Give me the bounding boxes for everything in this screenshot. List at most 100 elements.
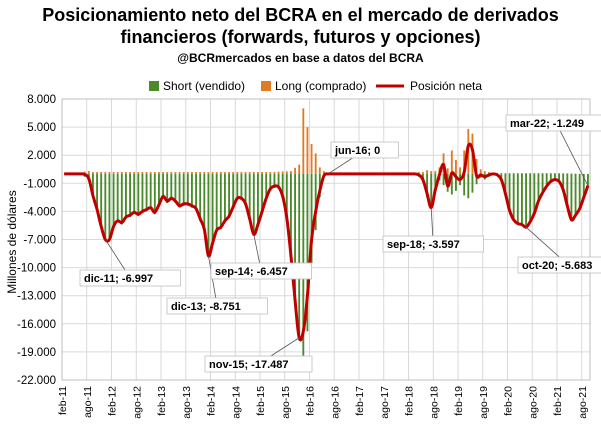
long-bar (562, 173, 565, 174)
x-tick-label: ago-17 (379, 386, 391, 419)
y-tick-label: -22.000 (17, 375, 56, 387)
short-bar (281, 173, 284, 199)
annotation-box (517, 256, 601, 274)
short-bar (508, 173, 511, 212)
x-tick-label: ago-13 (181, 386, 193, 419)
y-tick-label: -10.000 (17, 263, 56, 275)
short-bar (426, 173, 428, 198)
long-bar (558, 172, 560, 174)
x-tick-label: ago-16 (329, 386, 341, 419)
short-bar (96, 173, 98, 212)
y-tick-label: 2.000 (27, 150, 56, 162)
short-bar (215, 173, 218, 233)
long-bar (244, 172, 247, 174)
long-bar (479, 169, 482, 174)
long-bar (166, 172, 169, 174)
y-tick-label: -1.000 (23, 178, 56, 190)
plot-border (61, 98, 591, 381)
long-bar (302, 108, 305, 174)
short-bar (178, 173, 181, 208)
long-bar (87, 171, 90, 174)
short-bar (257, 173, 259, 227)
long-bar (500, 172, 503, 174)
long-bar (145, 172, 148, 174)
short-bar (529, 173, 532, 223)
y-axis: 8.000 5.000 2.000 -1.000 -4.000 -7.000 -10.000… (17, 94, 56, 387)
long-bar (228, 172, 230, 174)
x-tick-label: feb-16 (305, 386, 317, 416)
long-bar (219, 172, 222, 174)
long-bar (248, 172, 251, 174)
long-bar (170, 172, 173, 174)
short-bar (224, 173, 226, 223)
short-bar (463, 173, 466, 196)
short-bar (537, 173, 540, 203)
short-bar (219, 173, 222, 230)
long-bar (112, 172, 115, 174)
gridlines (61, 98, 591, 381)
short-bar (442, 173, 445, 186)
long-bar (314, 153, 317, 174)
x-tick-label: feb-12 (107, 386, 119, 416)
short-bar (112, 173, 115, 229)
short-bar (166, 173, 169, 203)
long-bar (521, 172, 523, 174)
long-bar (191, 172, 193, 174)
long-bar (277, 171, 280, 174)
long-bar (450, 150, 453, 174)
x-tick-label: feb-15 (255, 386, 267, 416)
short-bar (273, 173, 276, 188)
long-bar (236, 172, 239, 174)
long-bar (273, 171, 276, 174)
annotation-box (505, 114, 601, 132)
long-bar (306, 127, 309, 174)
long-bar (310, 143, 313, 174)
x-tick-label: feb-14 (206, 386, 218, 416)
long-bar (281, 171, 284, 174)
long-bar (512, 172, 515, 174)
short-bar (582, 173, 585, 199)
long-bar (298, 164, 301, 174)
y-axis-label: Millones de dólares (5, 190, 19, 293)
long-bar (508, 172, 511, 174)
y-tick-label: -19.000 (17, 347, 56, 359)
long-bar (537, 172, 540, 174)
long-bar (570, 173, 573, 174)
short-bar (145, 173, 148, 212)
y-tick-label: -13.000 (17, 291, 56, 303)
short-bar (294, 173, 296, 306)
annotation-label: jun-16; 0 (334, 145, 380, 157)
long-bar (153, 172, 156, 174)
chart-subtitle: @BCRmercados en base a datos del BCRA (177, 51, 424, 65)
short-bar (174, 173, 177, 203)
x-tick-label: feb-13 (156, 386, 168, 416)
short-bar (261, 173, 263, 214)
annotation-label: sep-18; -3.597 (387, 239, 460, 251)
long-bar (207, 172, 210, 174)
annotation-box (79, 269, 181, 287)
short-bar (277, 173, 280, 189)
y-tick-label: -4.000 (23, 206, 56, 218)
long-bar (566, 173, 569, 174)
short-bar (504, 173, 507, 195)
long-bar (294, 167, 296, 174)
short-bar (285, 173, 288, 221)
long-bar (475, 158, 478, 174)
short-bar (533, 173, 536, 215)
short-bar (512, 173, 515, 221)
long-bar (182, 172, 185, 174)
y-tick-label: 8.000 (27, 94, 56, 106)
long-bar (215, 172, 218, 174)
short-bar (455, 173, 457, 191)
y-tick-label: -16.000 (17, 319, 56, 331)
annotations: dic-11; -6.997 dic-13; -8.751 sep-14; -6.4… (79, 114, 601, 373)
short-bar (525, 173, 527, 228)
legend-label: Long (comprado) (275, 79, 366, 93)
short-bar (434, 173, 437, 192)
annotation-box (204, 355, 313, 373)
long-bar (533, 172, 536, 174)
annotation-label: dic-11; -6.997 (84, 273, 153, 285)
annotation-leader (555, 122, 589, 186)
short-bar (545, 173, 548, 188)
long-bar (186, 172, 189, 174)
